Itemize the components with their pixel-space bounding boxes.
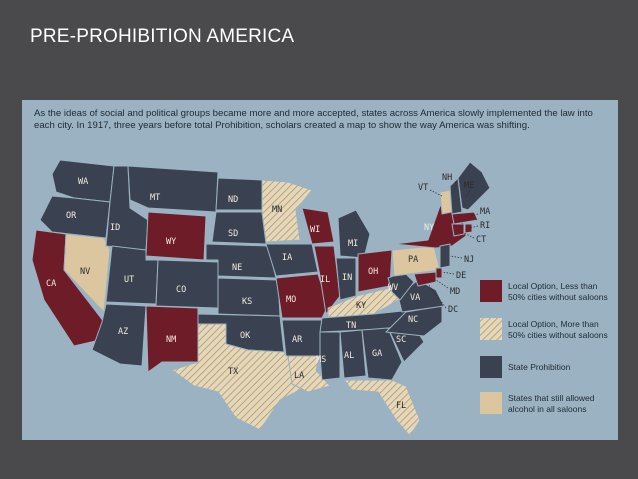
label-al: AL [344, 351, 354, 361]
us-map: WA OR ID NV CA MT WY UT CO AZ NM ND SD N… [31, 159, 608, 437]
state-ms [319, 331, 341, 381]
label-dc: DC [448, 305, 458, 315]
label-nc: NC [408, 315, 418, 325]
legend-label-local-more-2: 50% cities without saloons [508, 330, 608, 340]
state-ma [451, 211, 479, 225]
legend-label-all-saloons-2: alcohol in all saloons [508, 404, 586, 414]
state-mn [261, 179, 313, 243]
label-la: LA [294, 371, 304, 381]
map-legend: Local Option, Less than 50% cities witho… [480, 280, 608, 414]
label-ri: RI [480, 221, 490, 231]
label-ut: UT [124, 275, 134, 285]
state-md [413, 271, 437, 287]
label-de: DE [456, 271, 466, 281]
legend-label-local-less-1: Local Option, Less than [508, 281, 598, 291]
label-nm: NM [166, 335, 176, 345]
label-ma: MA [480, 207, 490, 217]
label-nj: NJ [464, 255, 474, 265]
label-wy: WY [166, 237, 176, 247]
label-id: ID [110, 223, 120, 233]
legend-label-state-prohibition: State Prohibition [508, 362, 571, 372]
label-pa: PA [408, 255, 418, 265]
state-me [457, 161, 491, 211]
legend-label-local-more-1: Local Option, More than [508, 319, 599, 329]
label-ky: KY [356, 301, 366, 311]
state-sd [211, 211, 267, 245]
label-nv: NV [80, 267, 90, 277]
label-vt: VT [418, 183, 428, 193]
label-ms: MS [316, 355, 326, 365]
label-ks: KS [242, 297, 252, 307]
label-ca: CA [46, 279, 56, 289]
legend-label-local-less-2: 50% cities without saloons [508, 292, 608, 302]
state-mi [337, 209, 371, 259]
state-wi [301, 207, 335, 245]
label-wv: WV [388, 283, 398, 293]
label-va: VA [410, 293, 420, 303]
state-nj [439, 243, 451, 269]
state-or [39, 195, 111, 239]
slide-title: PRE-PROHIBITION AMERICA [30, 26, 295, 47]
state-nd [215, 177, 263, 211]
label-tx: TX [228, 367, 239, 377]
label-sc: SC [396, 335, 406, 345]
state-mt [127, 165, 219, 213]
label-sd: SD [228, 229, 238, 239]
state-ia [265, 243, 319, 277]
label-ne: NE [232, 263, 242, 273]
legend-label-all-saloons-1: States that still allowed [508, 393, 595, 403]
state-de [435, 267, 443, 279]
label-md: MD [450, 287, 460, 297]
state-wy [145, 211, 207, 261]
map-caption: As the ideas of social and political gro… [34, 108, 593, 131]
state-ct [451, 223, 465, 237]
state-co [155, 259, 219, 309]
label-in: IN [342, 273, 352, 283]
map-panel: As the ideas of social and political gro… [22, 100, 618, 440]
label-or: OR [66, 211, 77, 221]
label-ct: CT [476, 235, 486, 245]
label-mi: MI [348, 239, 358, 249]
state-fl [343, 379, 421, 437]
label-me: ME [464, 181, 474, 191]
label-fl: FL [396, 401, 406, 411]
legend-swatch-state-prohibition [480, 356, 502, 378]
label-tn: TN [346, 321, 356, 331]
state-tx [171, 323, 305, 431]
label-wi: WI [310, 225, 320, 235]
label-mn: MN [272, 205, 282, 215]
legend-swatch-all-saloons [480, 392, 502, 414]
label-ga: GA [372, 349, 382, 359]
state-ga [361, 327, 403, 381]
label-nd: ND [228, 195, 238, 205]
label-ar: AR [292, 335, 303, 345]
label-az: AZ [118, 327, 128, 337]
state-al [339, 329, 367, 379]
label-wa: WA [78, 177, 88, 187]
label-oh: OH [368, 267, 378, 277]
label-co: CO [176, 285, 186, 295]
label-mo: MO [286, 295, 296, 305]
state-nm [145, 305, 199, 373]
state-il [313, 245, 341, 315]
state-mo [275, 273, 329, 319]
label-ia: IA [282, 253, 292, 263]
label-nh: NH [442, 173, 452, 183]
legend-swatch-local-more [480, 318, 502, 340]
label-mt: MT [150, 193, 160, 203]
legend-swatch-local-less [480, 280, 502, 302]
state-ri [464, 223, 473, 234]
label-ok: OK [240, 331, 251, 341]
label-ny: NY [424, 223, 434, 233]
label-il: IL [320, 275, 330, 285]
